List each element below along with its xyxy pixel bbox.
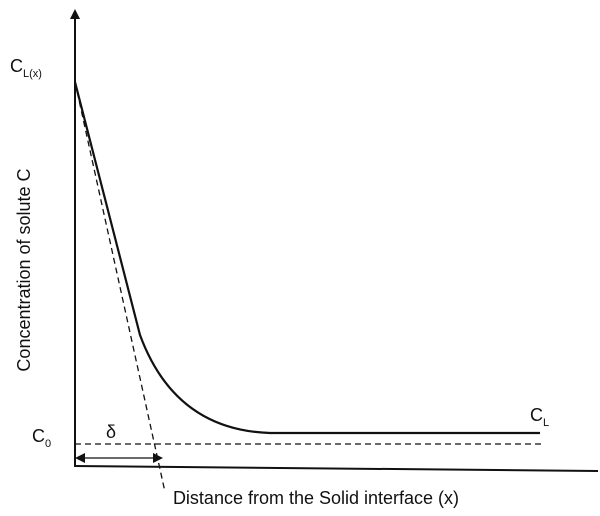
x-axis-label: Distance from the Solid interface (x) — [173, 488, 459, 508]
concentration-curve — [73, 81, 540, 435]
y-axis-label: Concentration of solute C — [14, 168, 34, 371]
cl-label: CL — [530, 405, 549, 429]
x-axis — [73, 465, 599, 472]
tangent-line — [74, 81, 166, 493]
delta-label: δ — [106, 422, 116, 442]
clx-label: CL(x) — [10, 56, 42, 80]
c0-label: C0 — [32, 426, 51, 450]
